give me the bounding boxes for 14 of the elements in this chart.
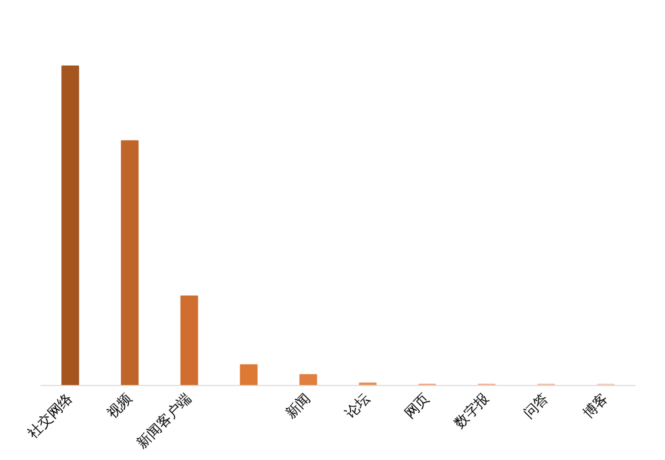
x-tick-label: 问答 bbox=[520, 390, 552, 422]
x-tick-label: 网页 bbox=[402, 390, 433, 422]
x-tick-label: 视频 bbox=[104, 390, 136, 422]
x-tick-label: 社交网络 bbox=[24, 390, 76, 442]
bar bbox=[61, 66, 80, 386]
bar bbox=[299, 374, 318, 386]
x-tick-label: 论坛 bbox=[342, 390, 374, 422]
bar bbox=[240, 364, 258, 386]
bar bbox=[180, 296, 198, 386]
x-tick-label: 博客 bbox=[580, 390, 612, 422]
x-tick-label: 新闻客户端 bbox=[134, 390, 195, 452]
bar bbox=[120, 140, 139, 386]
x-tick-label: 新闻 bbox=[282, 390, 314, 422]
x-tick-label: 数字报 bbox=[451, 390, 492, 432]
